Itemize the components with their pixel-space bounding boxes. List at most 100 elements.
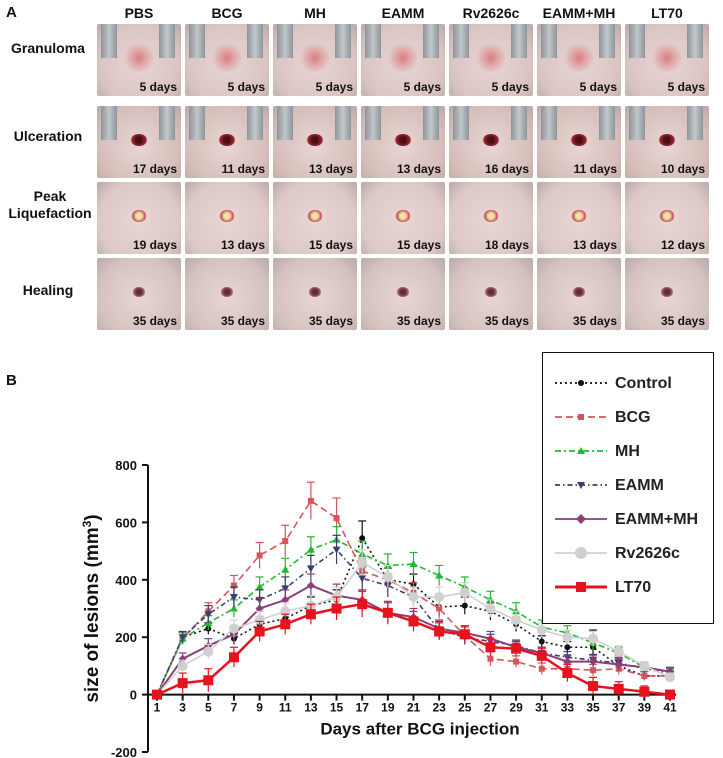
day-caption: 17 days	[132, 162, 177, 176]
data-point-rv2626c	[665, 672, 675, 683]
column-header-pbs: PBS	[124, 5, 154, 21]
caliper-clamp	[101, 24, 117, 58]
x-tick-label: 31	[535, 701, 549, 715]
lesion-spot	[386, 44, 420, 72]
legend-item-rv2626c: Rv2626c	[543, 539, 713, 569]
chart-legend: Control BCG MH EAMM EAMM+MH Rv2626c LT70	[542, 352, 714, 624]
legend-marker	[578, 414, 584, 420]
legend-item-lt70: LT70	[543, 573, 713, 603]
column-header-rv2626c: Rv2626c	[462, 5, 520, 21]
data-point-lt70	[331, 603, 342, 614]
caliper-clamp	[101, 106, 117, 140]
data-point-rv2626c	[357, 557, 368, 568]
legend-marker	[576, 582, 586, 592]
legend-swatch	[555, 582, 607, 592]
legend-swatch	[555, 447, 607, 454]
x-tick-label: 33	[561, 701, 575, 715]
day-caption: 5 days	[403, 80, 441, 94]
lesion-spot	[571, 133, 587, 147]
data-point-lt70	[254, 626, 265, 637]
data-point-lt70	[536, 650, 547, 661]
x-tick-label: 5	[205, 701, 212, 715]
lesion-photo: 16 days	[449, 106, 533, 178]
day-caption: 13 days	[572, 238, 617, 252]
lesion-photo: 35 days	[449, 258, 533, 330]
legend-label: MH	[615, 443, 640, 460]
legend-label: EAMM+MH	[615, 511, 699, 528]
data-point-bcg	[538, 665, 545, 672]
lesion-spot	[210, 44, 244, 72]
day-caption: 13 days	[220, 238, 265, 252]
data-point-eamm	[204, 611, 213, 619]
data-point-lt70	[485, 642, 496, 653]
data-point-lt70	[511, 643, 522, 654]
data-point-lt70	[562, 668, 573, 679]
lesion-spot	[474, 44, 508, 72]
lesion-photo: 13 days	[273, 106, 357, 178]
legend-swatch	[555, 514, 607, 524]
day-caption: 5 days	[139, 80, 177, 94]
x-tick-label: 11	[279, 701, 292, 715]
day-caption: 15 days	[396, 238, 441, 252]
lesion-photo: 35 days	[537, 258, 621, 330]
data-point-bcg	[513, 658, 520, 665]
data-point-eamm-mh	[563, 657, 572, 666]
caliper-clamp	[453, 24, 469, 58]
data-point-bcg	[256, 552, 263, 559]
legend-marker	[577, 447, 585, 454]
day-caption: 35 days	[308, 314, 353, 328]
data-point-mh	[229, 604, 238, 612]
lesion-photo: 11 days	[185, 106, 269, 178]
data-point-rv2626c	[639, 660, 650, 671]
lesion-spot	[133, 287, 145, 297]
x-tick-label: 37	[612, 701, 626, 715]
lesion-photo: 5 days	[361, 24, 445, 96]
day-caption: 10 days	[660, 162, 705, 176]
legend-swatch	[555, 547, 607, 559]
day-caption: 12 days	[660, 238, 705, 252]
data-point-lt70	[203, 675, 214, 686]
legend-label: Control	[615, 375, 672, 392]
day-caption: 35 days	[484, 314, 529, 328]
lesion-photo: 17 days	[97, 106, 181, 178]
lesion-photo: 10 days	[625, 106, 709, 178]
legend-label: Rv2626c	[615, 545, 680, 562]
data-point-eamm	[229, 594, 238, 602]
data-point-mh	[409, 560, 418, 568]
lesion-spot	[220, 210, 234, 222]
x-axis-label: Days after BCG injection	[320, 720, 519, 739]
lesion-spot	[221, 287, 233, 297]
data-point-lt70	[588, 680, 599, 691]
lesion-photo: 5 days	[97, 24, 181, 96]
lesion-photo: 5 days	[537, 24, 621, 96]
data-point-eamm-mh	[281, 595, 290, 604]
y-tick-label: 600	[115, 515, 137, 530]
row-label-healing: Healing	[22, 282, 74, 298]
data-point-eamm-mh	[255, 604, 264, 613]
lesion-photo: 5 days	[625, 24, 709, 96]
x-tick-label: 17	[356, 701, 370, 715]
data-point-control	[461, 602, 468, 609]
data-point-lt70	[357, 599, 368, 610]
data-point-lt70	[280, 619, 291, 630]
day-caption: 11 days	[573, 162, 617, 176]
data-point-eamm	[306, 565, 315, 573]
data-point-eamm	[332, 546, 341, 554]
lesion-photo: 35 days	[361, 258, 445, 330]
data-point-rv2626c	[485, 603, 496, 614]
day-caption: 11 days	[221, 162, 265, 176]
data-point-mh	[306, 545, 315, 553]
lesion-spot	[572, 210, 586, 222]
lesion-photo: 35 days	[273, 258, 357, 330]
data-point-mh	[255, 582, 264, 590]
data-point-rv2626c	[511, 614, 522, 625]
x-tick-label: 21	[407, 701, 421, 715]
caliper-clamp	[511, 24, 527, 58]
data-point-lt70	[152, 689, 162, 700]
data-point-control	[538, 638, 545, 645]
caliper-clamp	[189, 106, 205, 140]
caliper-clamp	[541, 24, 557, 58]
data-point-rv2626c	[562, 632, 573, 643]
data-point-rv2626c	[459, 587, 470, 598]
